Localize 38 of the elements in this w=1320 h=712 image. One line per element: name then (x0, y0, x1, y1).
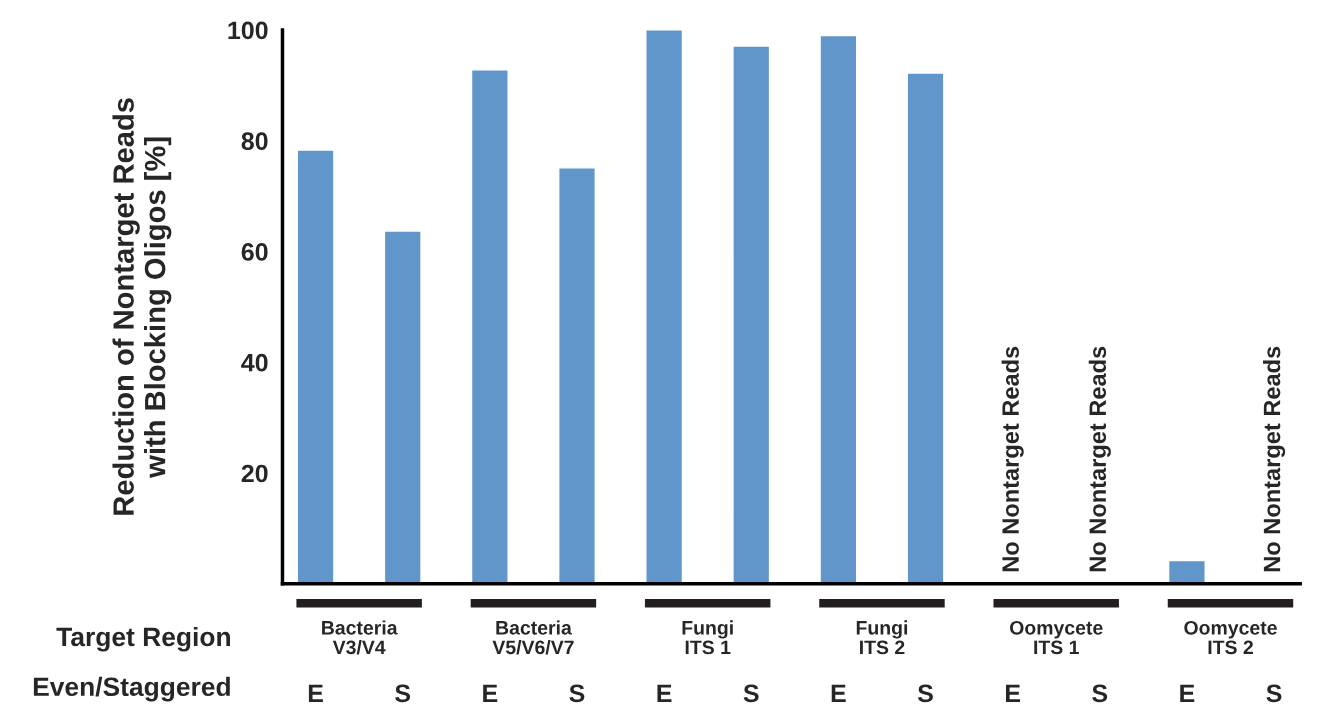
x-tick-label: S (1266, 684, 1282, 703)
text: Even/Staggered (33, 676, 230, 702)
bar (383, 230, 422, 584)
x-tick-label: S (917, 684, 933, 703)
bar (732, 45, 771, 584)
x-tick-label: S (395, 684, 411, 703)
bar (296, 149, 335, 584)
text: Oomycete ITS 1 (1010, 620, 1103, 655)
text: Bacteria V5/V6/V7 (492, 620, 574, 655)
x-tick-label: S (569, 684, 585, 703)
bar (906, 72, 945, 584)
x-tick-label: E (1005, 684, 1021, 702)
annotation: No Nontarget Reads (1088, 346, 1111, 572)
y-tick-label: 60 (241, 243, 268, 261)
x-tick-label: E (657, 684, 672, 702)
y-tick-label: 100 (228, 21, 268, 40)
text: Oomycete ITS 2 (1184, 620, 1277, 655)
text: Target Region (56, 626, 230, 652)
y-tick-label: 20 (241, 464, 268, 483)
x-tick-label: S (743, 684, 759, 703)
bar (645, 29, 684, 584)
y-tick-label: 80 (241, 132, 268, 150)
bar (819, 34, 858, 584)
x-tick-label: E (308, 684, 323, 702)
x-tick-label: E (831, 684, 846, 702)
y-tick-label: 40 (241, 353, 268, 372)
text: Fungi ITS 2 (856, 620, 908, 655)
annotation: No Nontarget Reads (1001, 346, 1024, 572)
x-tick-label: E (483, 684, 498, 702)
y-axis-title: Reduction of Nontarget Reads with Blocking Oligos [%] (112, 98, 172, 515)
x-tick-label: E (1180, 684, 1195, 702)
x-tick-label: S (1092, 684, 1108, 703)
bar (1167, 559, 1206, 584)
text: Fungi ITS 1 (682, 620, 733, 655)
annotation: No Nontarget Reads (1263, 346, 1286, 572)
bar (557, 167, 596, 584)
text: Bacteria V3/V4 (322, 620, 398, 655)
bar (470, 69, 509, 584)
